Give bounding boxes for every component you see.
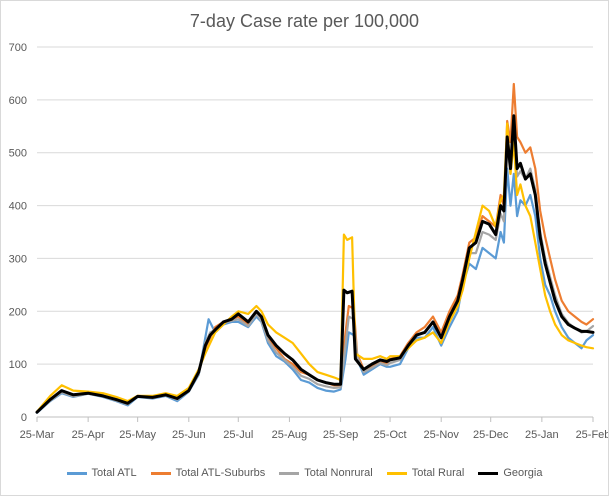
y-tick-label: 700: [9, 42, 27, 54]
x-tick-label: 25-Apr: [72, 429, 105, 441]
x-tick-label: 25-May: [119, 429, 156, 441]
legend-swatch: [279, 471, 300, 475]
legend-item: Total Rural: [386, 467, 465, 479]
x-tick-label: 25-Sep: [323, 429, 358, 441]
y-tick-label: 600: [9, 95, 27, 107]
x-tick-label: 25-Oct: [374, 429, 407, 441]
series-line-total-atl-suburbs: [35, 82, 595, 413]
x-tick-label: 25-Jan: [525, 429, 559, 441]
x-tick-label: 25-Jul: [223, 429, 253, 441]
legend: Total ATL Total ATL-Suburbs Total Nonrural…: [1, 467, 608, 479]
legend-item: Georgia: [478, 467, 542, 479]
legend-item: Total ATL: [66, 467, 137, 479]
x-tick-label: 25-Jun: [172, 429, 206, 441]
y-tick-label: 0: [21, 412, 27, 424]
y-tick-label: 500: [9, 148, 27, 160]
legend-swatch: [66, 471, 87, 475]
chart-title: 7-day Case rate per 100,000: [189, 11, 420, 31]
y-tick-label: 300: [9, 253, 27, 265]
legend-label: Total ATL-Suburbs: [175, 467, 266, 479]
x-tick-label: 25-Nov: [423, 429, 459, 441]
y-tick-label: 400: [9, 201, 27, 213]
legend-label: Total Nonrural: [304, 467, 373, 479]
legend-label: Georgia: [503, 467, 543, 479]
y-tick-label: 100: [9, 359, 27, 371]
legend-item: Total Nonrural: [279, 467, 373, 479]
y-tick-label: 200: [9, 306, 27, 318]
series-line-georgia: [35, 114, 595, 414]
legend-swatch: [150, 471, 171, 475]
x-tick-label: 25-Aug: [272, 429, 307, 441]
x-tick-label: 25-Dec: [473, 429, 509, 441]
legend-swatch: [386, 471, 407, 475]
legend-item: Total ATL-Suburbs: [150, 467, 266, 479]
legend-swatch: [478, 471, 499, 475]
x-tick-label: 25-Mar: [20, 429, 55, 441]
legend-label: Total ATL: [91, 467, 137, 479]
legend-label: Total Rural: [411, 467, 465, 479]
x-tick-label: 25-Feb: [576, 429, 608, 441]
